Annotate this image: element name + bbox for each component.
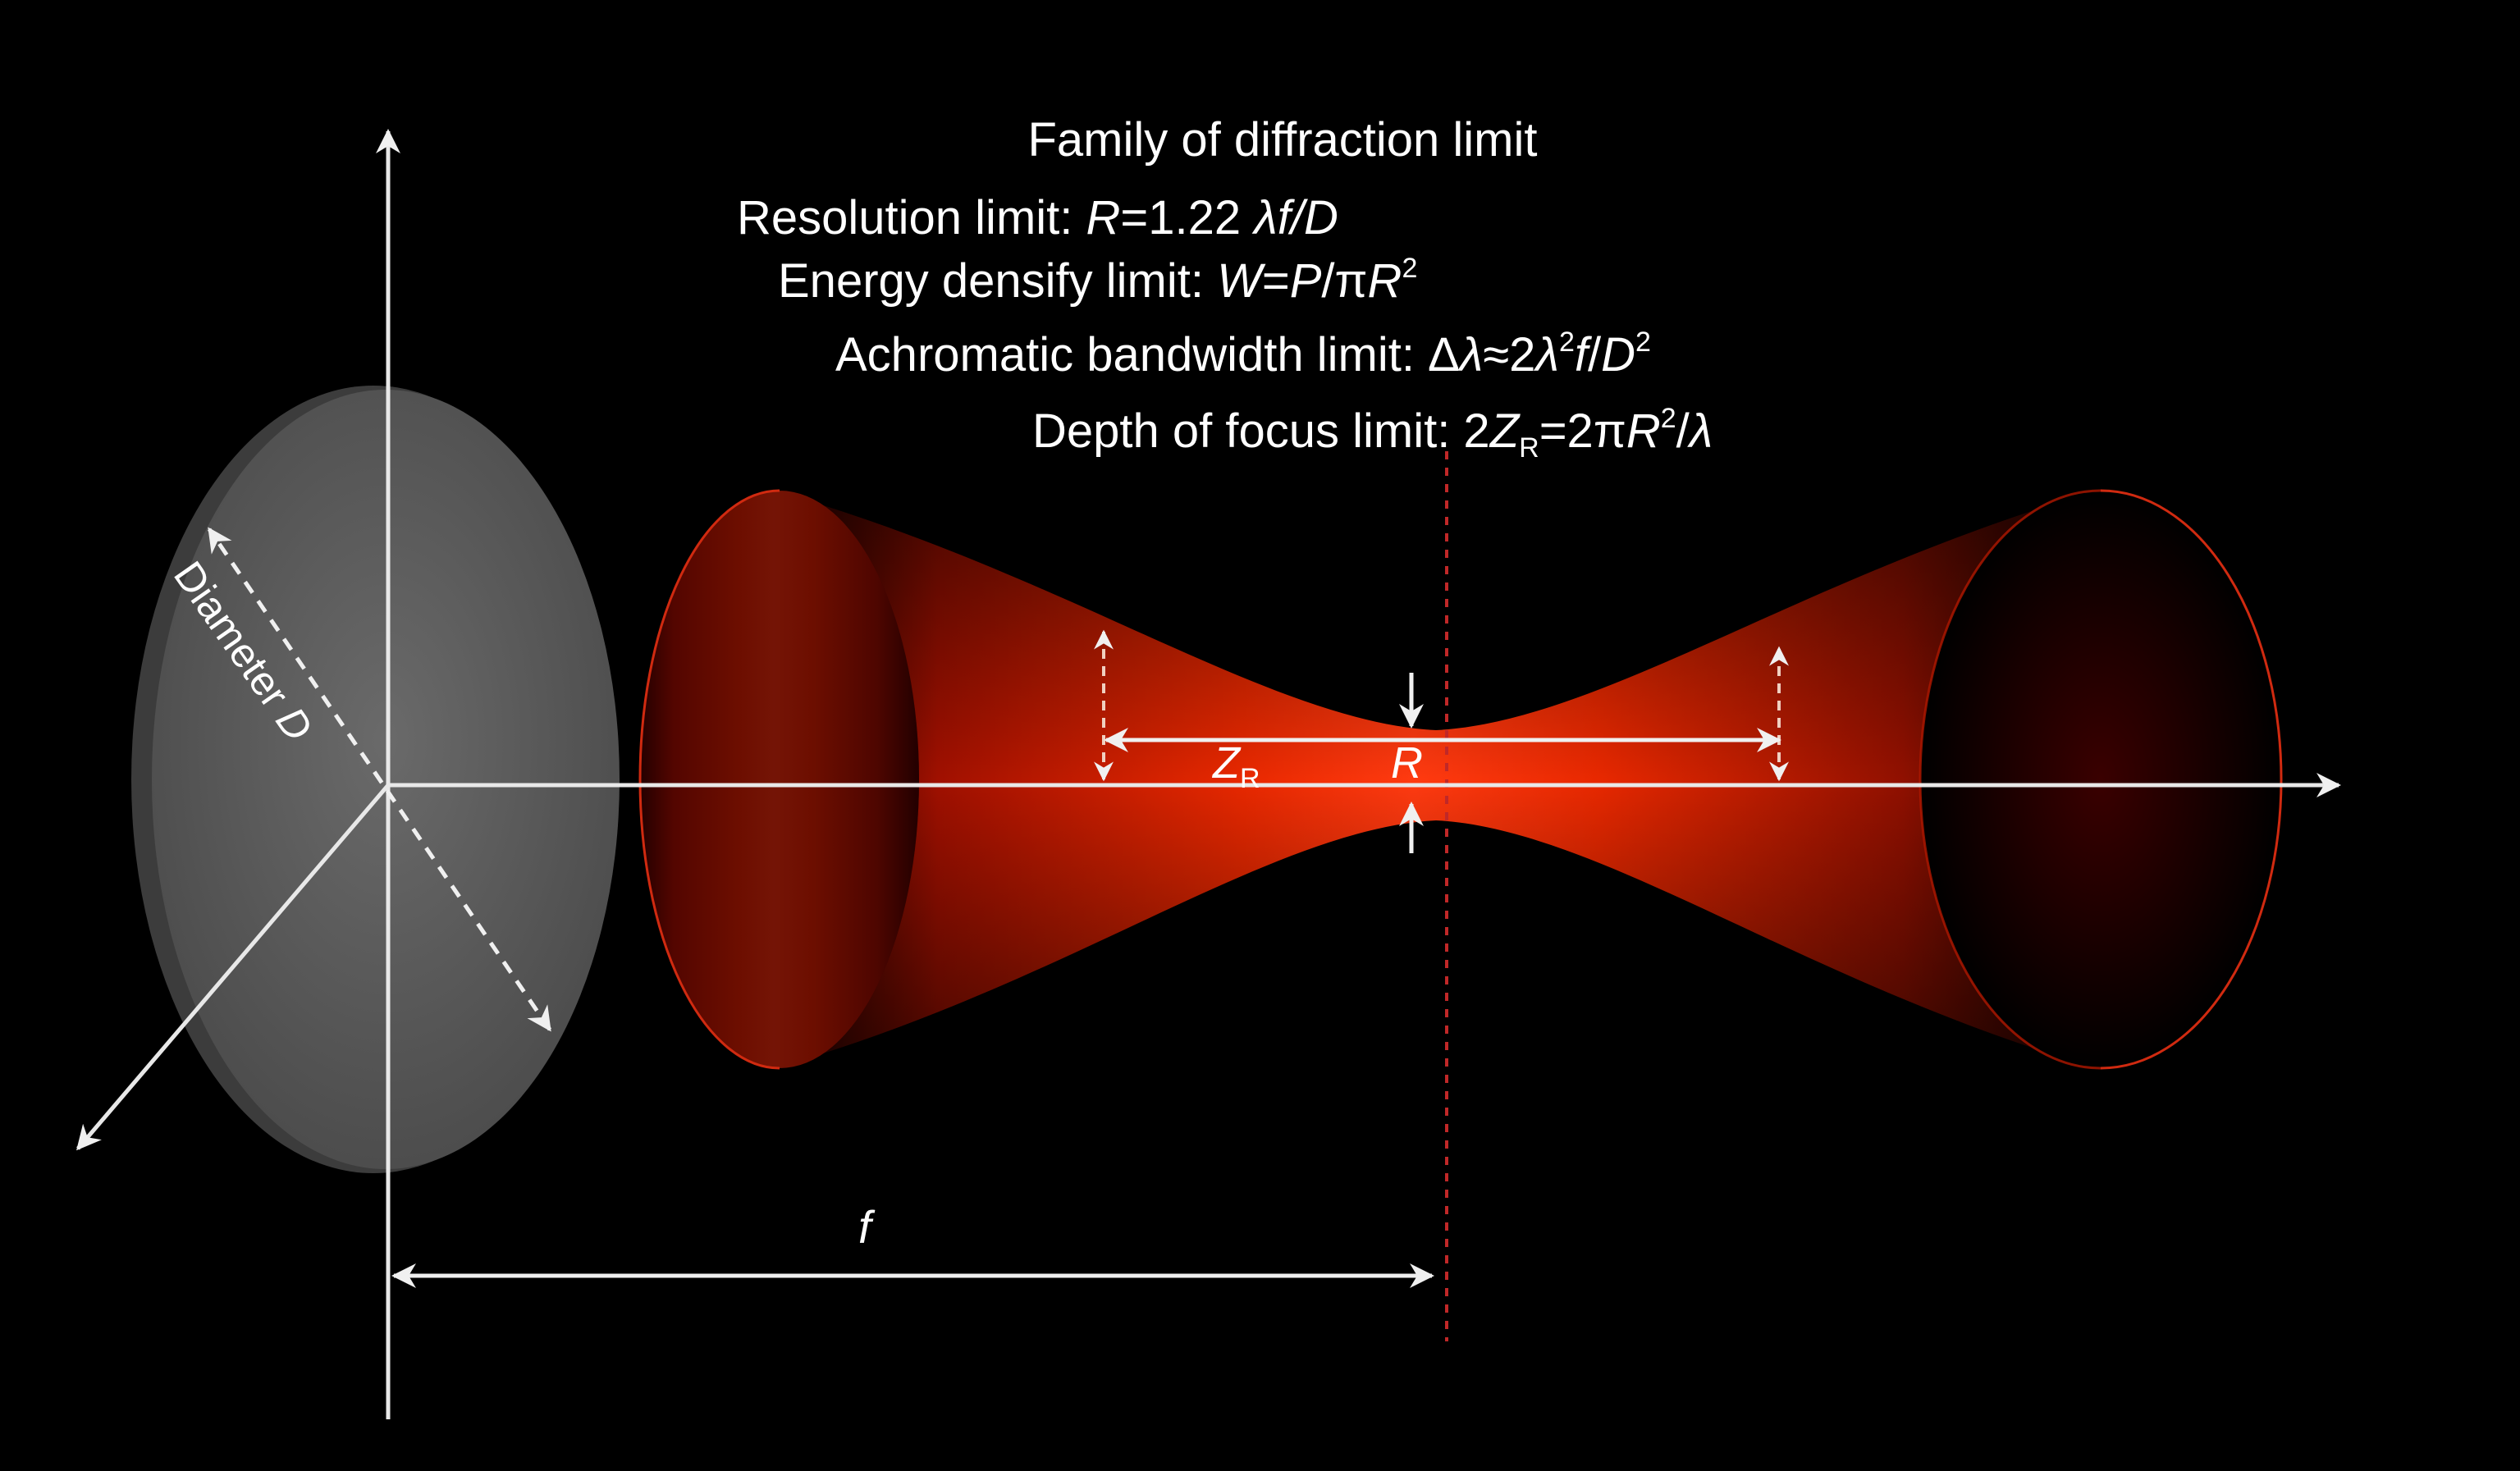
energy-density-limit-formula: Energy densify limit: W=P/πR2 <box>778 253 1417 308</box>
rayleigh-range-label: ZR <box>1211 738 1260 794</box>
depth-of-focus-limit-formula: Depth of focus limit: 2ZR=2πR2/λ <box>1032 403 1713 464</box>
diameter-arrow <box>207 527 552 1032</box>
focal-length-label: f <box>858 1201 876 1253</box>
laser-beam <box>638 489 2283 1070</box>
waist-radius-label: R <box>1391 738 1423 788</box>
resolution-limit-formula: Resolution limit: R=1.22 λf/D <box>737 191 1338 244</box>
achromatic-bandwidth-limit-formula: Achromatic bandwidth limit: Δλ≈2λ2f/D2 <box>835 327 1651 381</box>
diagram-title: Family of diffraction limit <box>1028 113 1538 167</box>
beam-right-cap <box>1920 491 2281 1068</box>
rayleigh-range-markers <box>1094 629 1789 782</box>
lens <box>131 386 620 1173</box>
